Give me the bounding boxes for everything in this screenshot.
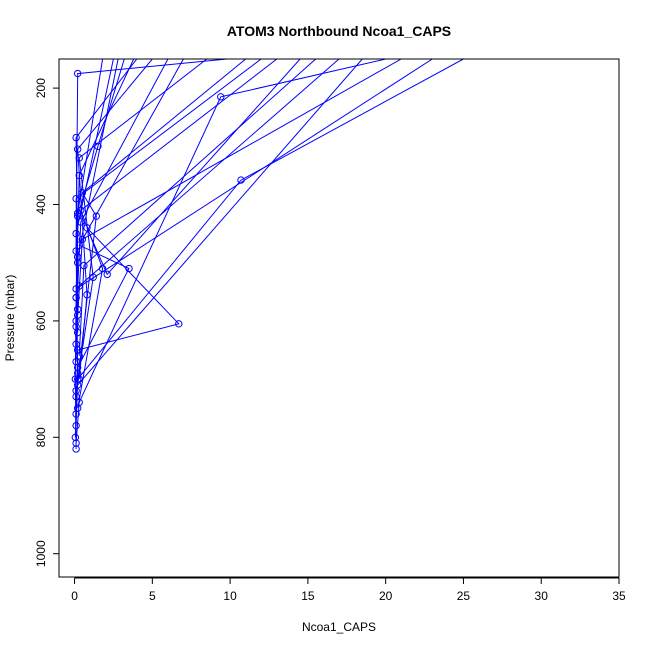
data-point (73, 209, 82, 217)
data-point (72, 323, 80, 331)
x-tick-label: 30 (535, 589, 549, 603)
profile-line-5 (77, 59, 278, 409)
data-point (72, 133, 80, 142)
x-tick-label: 35 (612, 589, 626, 603)
data-point (217, 93, 225, 101)
y-axis: 200 400 600 800 1000 (34, 78, 60, 567)
data-point (73, 69, 82, 78)
x-axis: 0 5 10 15 20 25 30 35 (71, 577, 626, 603)
y-axis-label: Pressure (mbar) (3, 275, 17, 362)
x-tick-label: 5 (149, 589, 156, 603)
x-tick-label: 10 (223, 589, 237, 603)
data-point (103, 270, 111, 279)
x-tick-label: 20 (379, 589, 393, 603)
data-layer (71, 59, 464, 453)
profile-line-21 (77, 59, 119, 258)
data-point (73, 253, 82, 261)
y-tick-label: 800 (34, 427, 48, 447)
profile-line-18 (78, 59, 317, 356)
x-tick-label: 25 (457, 589, 471, 603)
data-point (72, 285, 80, 293)
profile-line-19 (77, 59, 363, 386)
data-point (72, 439, 80, 447)
data-point (72, 357, 80, 366)
x-axis-label: Ncoa1_CAPS (302, 620, 376, 634)
data-point (73, 404, 82, 412)
y-tick-label: 400 (34, 194, 48, 214)
y-tick-label: 200 (34, 78, 48, 98)
data-point (73, 381, 82, 389)
chart-title: ATOM3 Northbound Ncoa1_CAPS (227, 23, 451, 39)
data-point (73, 145, 82, 153)
data-point (83, 291, 91, 299)
data-point (72, 445, 80, 453)
x-tick-label: 15 (301, 589, 315, 603)
data-point (71, 433, 80, 442)
data-point (72, 392, 80, 401)
data-point (175, 320, 183, 328)
profile-line-8 (77, 59, 153, 380)
data-point (75, 352, 83, 360)
y-tick-label: 1000 (34, 540, 48, 567)
data-point (125, 264, 133, 273)
profile-line-20 (75, 59, 433, 290)
y-tick-label: 600 (34, 311, 48, 331)
data-point (73, 369, 82, 377)
data-point (92, 212, 101, 220)
data-point (72, 421, 80, 430)
data-point (80, 261, 88, 270)
data-point (72, 194, 80, 203)
x-tick-label: 0 (71, 589, 78, 603)
data-point (75, 171, 83, 180)
